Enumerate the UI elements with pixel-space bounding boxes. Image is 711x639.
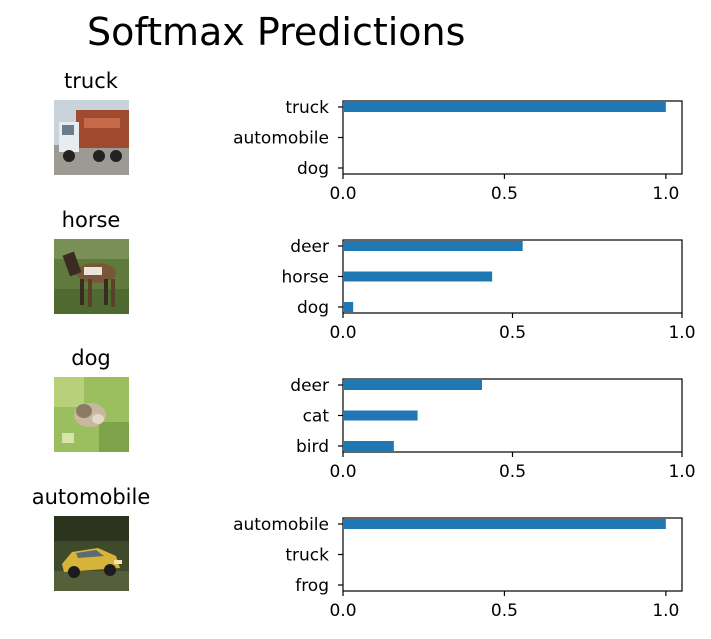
bar-4-automobile [343, 519, 666, 529]
bar-2-dog [343, 302, 354, 312]
bar-2-deer [343, 241, 523, 251]
xtick-label-3-1: 0.0 [329, 462, 356, 482]
bar-3-cat [343, 410, 418, 421]
xtick-label-2-1: 0.0 [329, 323, 356, 343]
cifar-image-horse [54, 239, 129, 314]
ytick-label-1-dog: dog [297, 159, 329, 179]
xtick-label-4-1: 0.0 [329, 601, 356, 621]
ytick-label-2-dog: dog [297, 298, 329, 318]
ytick-label-3-cat: cat [303, 407, 330, 427]
ytick-label-2-deer: deer [290, 237, 329, 257]
xtick-label-3-2: 0.5 [499, 462, 526, 482]
ytick-label-2-horse: horse [282, 268, 329, 288]
bar-2-horse [343, 271, 493, 282]
ytick-label-3-bird: bird [296, 437, 329, 457]
ytick-label-4-truck: truck [285, 546, 329, 566]
ytick-label-1-automobile: automobile [233, 129, 329, 149]
xtick-label-1-3: 1.0 [652, 184, 679, 204]
ytick-label-1-truck: truck [285, 98, 329, 118]
cifar-image-automobile [54, 516, 129, 591]
xtick-label-2-2: 0.5 [499, 323, 526, 343]
ytick-label-4-automobile: automobile [233, 515, 329, 535]
ytick-label-3-deer: deer [290, 376, 329, 396]
xtick-label-1-2: 0.5 [491, 184, 518, 204]
true-label-4: automobile [31, 485, 151, 509]
cifar-image-dog [54, 377, 129, 452]
figure-title: Softmax Predictions [87, 10, 466, 54]
xtick-label-4-3: 1.0 [652, 601, 679, 621]
bar-3-bird [343, 441, 394, 451]
xtick-label-4-2: 0.5 [491, 601, 518, 621]
true-label-2: horse [61, 208, 121, 232]
cifar-image-truck [54, 100, 129, 175]
bar-3-deer [343, 380, 482, 390]
xtick-label-3-3: 1.0 [668, 462, 695, 482]
ytick-label-4-frog: frog [295, 576, 329, 596]
true-label-3: dog [71, 346, 111, 370]
true-label-1: truck [64, 69, 118, 93]
xtick-label-2-3: 1.0 [668, 323, 695, 343]
bar-1-truck [343, 102, 666, 112]
xtick-label-1-1: 0.0 [329, 184, 356, 204]
